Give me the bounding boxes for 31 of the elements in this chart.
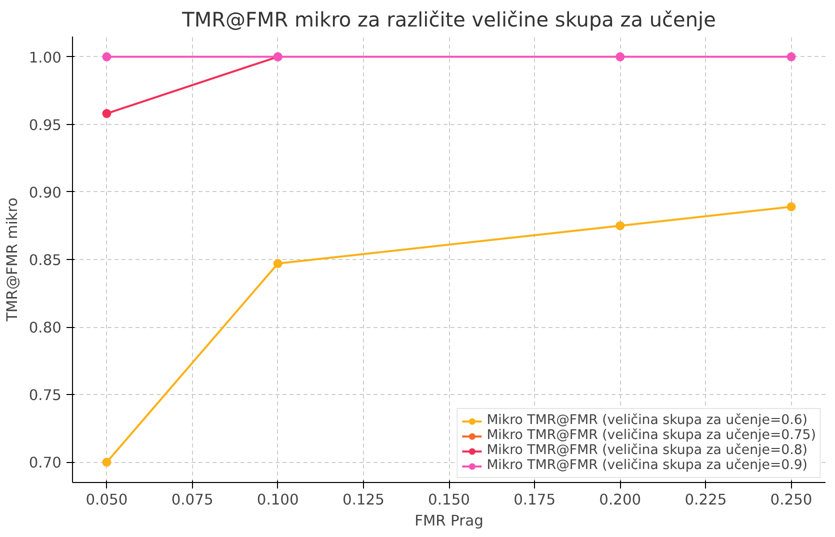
y-tick-label: 0.80 <box>28 320 62 337</box>
x-tick-label: 0.050 <box>86 492 128 508</box>
y-tick-label: 0.75 <box>28 387 62 404</box>
legend-label: Mikro TMR@FMR (veličina skupa za učenje=0.6) <box>486 413 808 428</box>
x-axis-title: FMR Prag <box>414 512 484 530</box>
point <box>786 52 796 62</box>
legend-label: Mikro TMR@FMR (veličina skupa za učenje=0.75) <box>486 428 816 443</box>
point <box>786 202 796 212</box>
x-tick-label: 0.250 <box>770 492 812 508</box>
x-tick-label: 0.200 <box>599 492 642 508</box>
x-tick-label: 0.125 <box>342 492 384 508</box>
point <box>102 458 112 467</box>
chart-title: TMR@FMR mikro za različite veličine skupa za učenje <box>181 8 716 32</box>
legend-label: Mikro TMR@FMR (veličina skupa za učenje=0.9) <box>486 458 808 473</box>
y-tick-label: 0.90 <box>28 184 62 202</box>
x-tick-label: 0.150 <box>428 492 470 508</box>
point <box>616 221 625 230</box>
y-tick-label: 0.85 <box>28 252 62 269</box>
point <box>273 259 282 268</box>
x-tick-label: 0.075 <box>171 492 214 508</box>
y-tick-label: 0.95 <box>28 116 62 134</box>
y-tick-label: 0.70 <box>28 454 62 472</box>
x-tick-label: 0.175 <box>514 492 556 508</box>
legend-label: Mikro TMR@FMR (veličina skupa za učenje=0.8) <box>486 443 808 458</box>
y-tick-label: 1.00 <box>28 49 62 66</box>
point <box>102 52 112 62</box>
x-tick-label: 0.100 <box>256 492 299 508</box>
point <box>102 109 112 118</box>
y-axis-title: TMR@FMR mikro <box>4 198 21 322</box>
point <box>616 52 625 62</box>
x-tick-label: 0.225 <box>684 492 727 508</box>
